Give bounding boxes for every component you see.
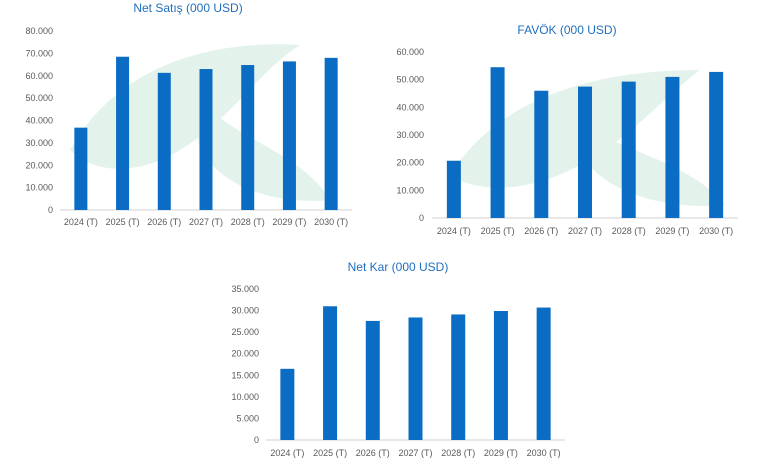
x-tick-label: 2026 (T) — [356, 448, 390, 458]
bar-2028 (T) — [241, 65, 255, 210]
y-axis: 0 10.000 20.000 30.000 40.000 50.000 60.000 — [396, 47, 738, 223]
y-tick-label: 0 — [419, 213, 424, 223]
x-tick-label: 2028 (T) — [231, 217, 265, 227]
x-axis: 2024 (T) 2025 (T) 2026 (T) 2027 (T) 2028 (T)… — [270, 448, 560, 458]
y-tick-label: 50.000 — [396, 75, 424, 85]
bar-2029 (T) — [282, 61, 296, 211]
x-tick-label: 2024 (T) — [64, 217, 98, 227]
x-tick-label: 2029 (T) — [484, 448, 518, 458]
bar-series — [280, 306, 551, 440]
bar-2030 (T) — [324, 57, 338, 210]
y-tick-label: 20.000 — [231, 349, 259, 359]
y-tick-label: 0 — [48, 205, 53, 215]
ebitda-chart: FAVÖK (000 USD) 0 10.000 20.000 30.000 40.00… — [396, 23, 738, 236]
x-axis: 2024 (T) 2025 (T) 2026 (T) 2027 (T) 2028 (T)… — [64, 217, 348, 227]
bar-2026 (T) — [534, 90, 549, 218]
y-tick-label: 40.000 — [25, 116, 53, 126]
y-tick-label: 70.000 — [25, 48, 53, 58]
x-tick-label: 2028 (T) — [441, 448, 475, 458]
bar-2024 (T) — [74, 127, 88, 210]
y-tick-label: 40.000 — [396, 102, 424, 112]
x-tick-label: 2025 (T) — [481, 226, 515, 236]
x-tick-label: 2028 (T) — [612, 226, 646, 236]
bar-2028 (T) — [451, 314, 466, 440]
net-profit-chart: Net Kar (000 USD) 0 5.000 10.000 15.000 20.0… — [231, 260, 565, 458]
y-tick-label: 60.000 — [396, 47, 424, 57]
bar-2027 (T) — [199, 69, 213, 210]
y-tick-label: 30.000 — [25, 138, 53, 148]
y-tick-label: 60.000 — [25, 71, 53, 81]
x-axis: 2024 (T) 2025 (T) 2026 (T) 2027 (T) 2028 (T)… — [437, 226, 733, 236]
x-tick-label: 2026 (T) — [524, 226, 558, 236]
x-tick-label: 2027 (T) — [189, 217, 223, 227]
y-tick-label: 10.000 — [396, 185, 424, 195]
y-tick-label: 30.000 — [396, 130, 424, 140]
net-sales-chart: Net Satış (000 USD) 0 10.000 20.000 30.000 4… — [25, 1, 352, 227]
bar-series — [446, 67, 724, 219]
bar-series — [74, 56, 338, 211]
bar-2027 (T) — [578, 86, 592, 218]
y-tick-label: 35.000 — [231, 284, 259, 294]
bar-2029 (T) — [665, 76, 680, 219]
y-tick-label: 80.000 — [25, 26, 53, 36]
bar-2025 (T) — [323, 306, 338, 440]
chart-title: Net Satış (000 USD) — [133, 1, 242, 15]
x-tick-label: 2030 (T) — [314, 217, 348, 227]
chart-title: Net Kar (000 USD) — [348, 260, 449, 274]
x-tick-label: 2025 (T) — [106, 217, 140, 227]
x-tick-label: 2026 (T) — [147, 217, 181, 227]
bar-2027 (T) — [408, 317, 423, 440]
y-tick-label: 20.000 — [396, 158, 424, 168]
x-tick-label: 2029 (T) — [272, 217, 306, 227]
bar-2030 (T) — [709, 71, 724, 218]
bar-2025 (T) — [116, 56, 130, 211]
x-tick-label: 2024 (T) — [437, 226, 471, 236]
x-tick-label: 2027 (T) — [568, 226, 602, 236]
y-tick-label: 30.000 — [231, 306, 259, 316]
x-tick-label: 2024 (T) — [270, 448, 304, 458]
bar-2024 (T) — [280, 368, 295, 440]
chart-title: FAVÖK (000 USD) — [517, 23, 616, 37]
y-tick-label: 15.000 — [231, 370, 259, 380]
bar-2028 (T) — [621, 81, 636, 218]
bar-2024 (T) — [446, 160, 461, 218]
y-tick-label: 25.000 — [231, 327, 259, 337]
bar-2030 (T) — [536, 307, 551, 440]
x-tick-label: 2030 (T) — [699, 226, 733, 236]
y-tick-label: 50.000 — [25, 93, 53, 103]
x-tick-label: 2030 (T) — [527, 448, 561, 458]
watermark-leaf-icon — [450, 70, 725, 206]
bar-2026 (T) — [157, 72, 171, 210]
x-tick-label: 2029 (T) — [655, 226, 689, 236]
y-tick-label: 0 — [254, 435, 259, 445]
y-tick-label: 10.000 — [25, 183, 53, 193]
x-tick-label: 2025 (T) — [313, 448, 347, 458]
x-tick-label: 2027 (T) — [398, 448, 432, 458]
y-tick-label: 10.000 — [231, 392, 259, 402]
bar-2029 (T) — [493, 311, 508, 440]
bar-2025 (T) — [490, 67, 505, 218]
y-tick-label: 20.000 — [25, 160, 53, 170]
y-tick-label: 5.000 — [236, 413, 259, 423]
bar-2026 (T) — [365, 320, 380, 440]
